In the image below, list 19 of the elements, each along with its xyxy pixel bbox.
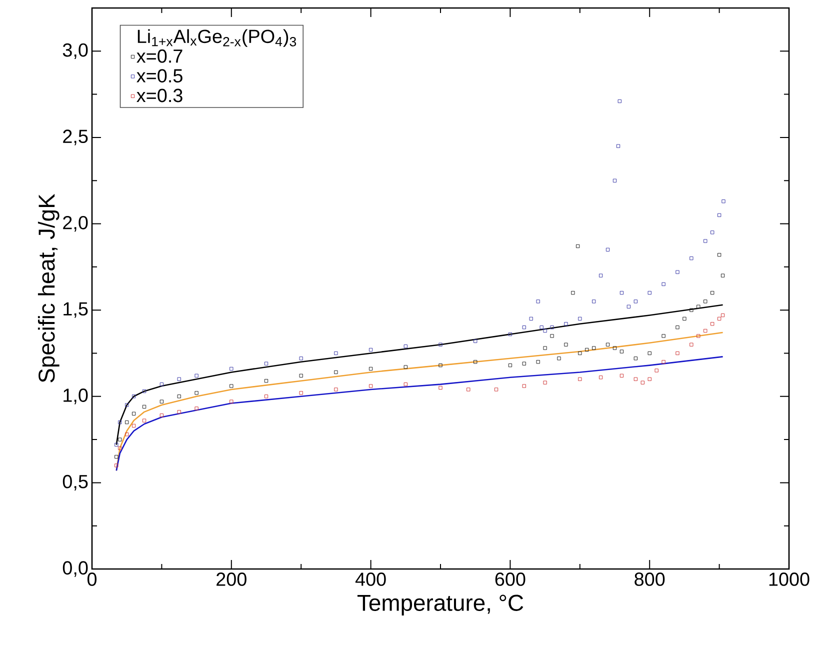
x-tick-label: 400 (355, 572, 386, 586)
y-tick-label: 1,0 (64, 388, 88, 404)
x-axis-title: Temperature, °C (357, 594, 524, 616)
y-tick-label: 1,5 (64, 302, 88, 318)
legend-label: x=0.5 (136, 69, 182, 82)
legend-label: x=0.7 (136, 49, 182, 63)
x-tick-label: 600 (495, 572, 526, 586)
text: Li$_{1+x}$Al$_{x}$Ge$_{2-x}$(PO$_{4}$)$_{3}$ (138, 29, 296, 47)
x-tick-label: 1000 (769, 572, 810, 586)
x-tick-label: 200 (216, 572, 246, 586)
y-tick-label: 2,0 (63, 216, 88, 232)
y-tick-label: 0,0 (62, 561, 88, 577)
y-tick-label: 3,0 (62, 43, 88, 59)
y-tick-label: 2,5 (63, 130, 88, 146)
legend-label: x=0.3 (136, 88, 182, 102)
x-tick-label: 0 (87, 572, 97, 586)
y-tick-label: 0,5 (62, 474, 88, 491)
y-axis-title: Specific heat, J/gK (38, 194, 60, 382)
x-tick-label: 800 (634, 572, 665, 586)
